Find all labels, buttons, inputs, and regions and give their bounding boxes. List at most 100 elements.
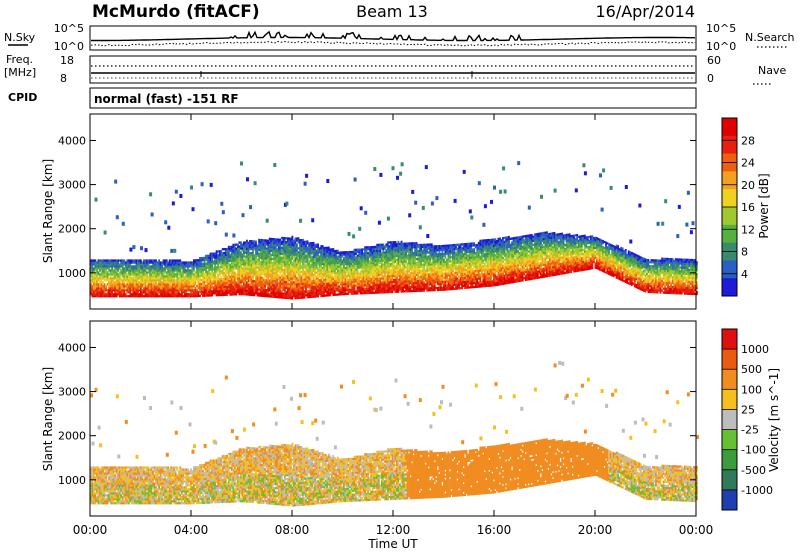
- power-cell: [376, 270, 378, 272]
- noise-panel: N.Sky 10^5 10^0 10^5 10^0 N.Search: [4, 22, 795, 53]
- power-cell: [348, 267, 350, 269]
- power-cell: [357, 255, 359, 257]
- power-cell: [95, 267, 97, 269]
- power-cell: [164, 271, 166, 273]
- power-cell: [266, 257, 268, 259]
- power-cell: [205, 293, 207, 295]
- power-cell: [417, 268, 419, 270]
- power-cell: [155, 295, 157, 297]
- power-cell: [226, 258, 228, 260]
- power-cell: [317, 269, 319, 271]
- power-cell: [195, 261, 197, 263]
- power-cell: [205, 285, 207, 287]
- power-cell: [357, 282, 359, 284]
- power-cell: [95, 291, 97, 293]
- power-cell: [134, 281, 136, 283]
- power-cell: [266, 275, 268, 277]
- power-cell: [317, 259, 319, 261]
- station-title: McMurdo (fitACF): [92, 2, 260, 22]
- power-cell: [235, 289, 237, 291]
- power-cell: [326, 257, 328, 259]
- power-cell: [114, 259, 116, 261]
- power-cell: [276, 284, 278, 286]
- power-cell: [276, 262, 278, 264]
- power-cell: [205, 257, 207, 259]
- power-cell: [398, 265, 400, 267]
- power-cell: [348, 269, 350, 271]
- power-cell: [376, 268, 378, 270]
- power-cell: [296, 269, 298, 271]
- power-cell: [179, 259, 181, 261]
- power-cell: [419, 225, 422, 229]
- power-cell: [207, 219, 210, 223]
- power-cell: [199, 295, 201, 297]
- power-cell: [114, 180, 117, 184]
- power-cell: [387, 273, 389, 275]
- power-cell: [398, 261, 400, 263]
- power-cell: [222, 210, 225, 214]
- power-cell: [417, 286, 419, 288]
- power-cell: [235, 287, 237, 289]
- power-cell: [367, 252, 369, 254]
- power-cell: [96, 281, 98, 283]
- power-cell: [266, 261, 268, 263]
- power-cell: [104, 273, 106, 275]
- power-cell: [317, 255, 319, 257]
- power-cell: [337, 282, 339, 284]
- power-cell: [246, 252, 248, 254]
- power-cell: [326, 271, 328, 273]
- power-cell: [246, 277, 248, 279]
- power-cell: [134, 273, 136, 275]
- power-cell: [235, 250, 237, 252]
- power-cell: [266, 241, 268, 243]
- power-cell: [95, 283, 97, 285]
- cpid-label: CPID: [8, 91, 37, 104]
- power-cell: [235, 254, 237, 256]
- power-cell: [195, 265, 197, 267]
- power-cell: [376, 274, 378, 276]
- power-cell: [205, 259, 207, 261]
- power-cell: [257, 272, 259, 274]
- power-cell: [357, 290, 359, 292]
- power-cell: [114, 261, 116, 263]
- power-cell: [326, 282, 328, 284]
- cpid-panel: CPID normal (fast) -151 RF: [8, 88, 696, 108]
- power-cell: [123, 281, 125, 283]
- power-cell: [357, 251, 359, 253]
- power-cell: [357, 292, 359, 294]
- nave-tick-top: 60: [707, 54, 721, 67]
- power-cell: [376, 272, 378, 274]
- power-cell: [222, 270, 224, 272]
- power-cell: [145, 283, 147, 285]
- power-cell: [155, 291, 157, 293]
- power-cell: [417, 272, 419, 274]
- power-cell: [125, 275, 127, 277]
- power-cell: [337, 278, 339, 280]
- power-cell: [235, 259, 237, 261]
- power-cell: [296, 277, 298, 279]
- power-cell: [387, 263, 389, 265]
- power-cell: [317, 283, 319, 285]
- power-cell: [367, 272, 369, 274]
- power-cell: [287, 263, 289, 265]
- power-cell: [155, 259, 157, 261]
- power-cell: [287, 283, 289, 285]
- power-cell: [276, 266, 278, 268]
- power-cell: [266, 265, 268, 267]
- power-cell: [226, 252, 228, 254]
- power-cell: [266, 279, 268, 281]
- power-cell: [296, 281, 298, 283]
- power-cell: [175, 259, 177, 261]
- power-cell: [145, 259, 147, 261]
- power-cell: [407, 274, 409, 276]
- power-cell: [307, 290, 309, 292]
- power-cell: [417, 256, 419, 258]
- power-cell: [317, 246, 319, 248]
- power-cell: [134, 285, 136, 287]
- power-cell: [348, 279, 350, 281]
- power-cell: [295, 273, 297, 275]
- power-cell: [151, 213, 154, 217]
- power-cell: [175, 285, 177, 287]
- power-cell: [164, 291, 166, 293]
- power-cell: [255, 241, 257, 243]
